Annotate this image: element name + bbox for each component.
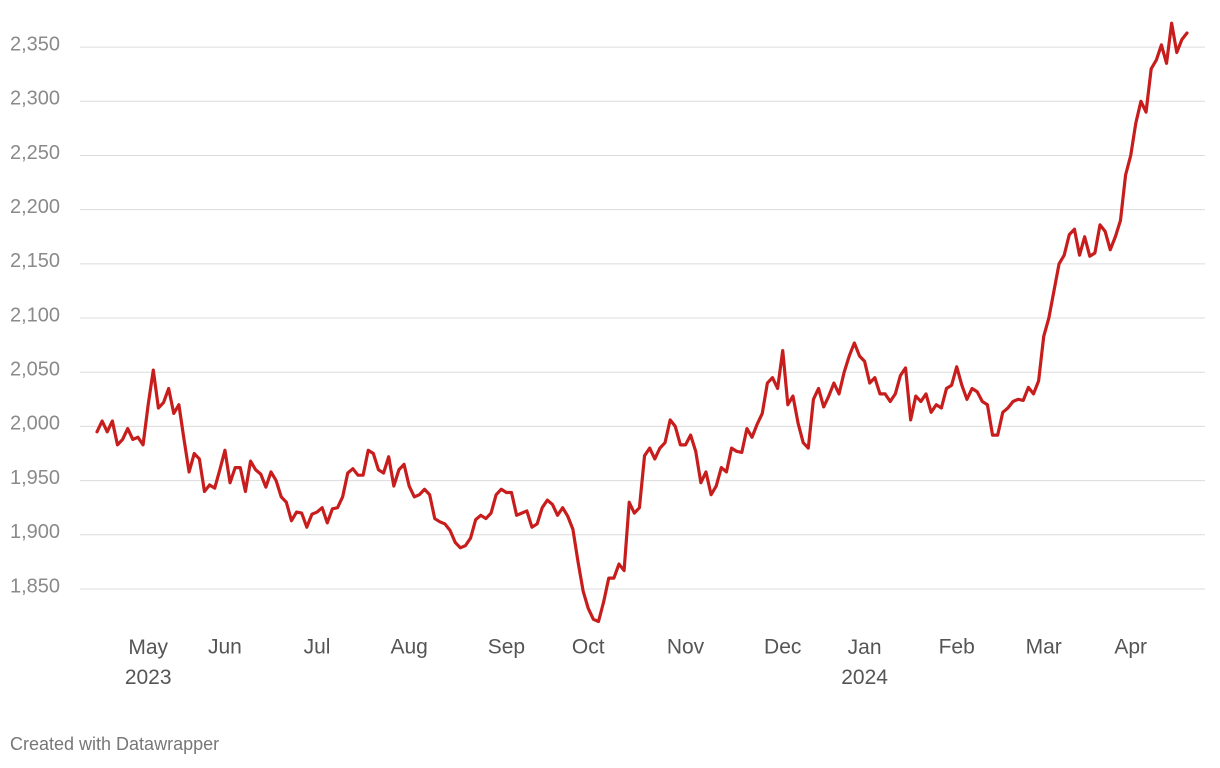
x-tick-label: Oct: [572, 636, 605, 659]
y-tick-label: 2,050: [10, 359, 60, 381]
y-tick-label: 1,950: [10, 467, 60, 489]
x-tick-label: Jul: [304, 636, 331, 659]
price-line: [95, 21, 1189, 624]
y-tick-label: 1,900: [10, 521, 60, 543]
x-tick-label: Sep: [488, 636, 525, 659]
y-tick-label: 2,300: [10, 88, 60, 110]
x-tick-label: Feb: [939, 636, 975, 659]
x-tick-label: Apr: [1114, 636, 1147, 659]
y-tick-label: 2,350: [10, 33, 60, 55]
x-tick-label: Jan 2024: [841, 636, 888, 689]
x-tick-label: May 2023: [125, 636, 172, 689]
x-tick-label: Aug: [390, 636, 427, 659]
x-tick-label: Dec: [764, 636, 801, 659]
x-tick-label: Jun: [208, 636, 242, 659]
y-tick-label: 2,250: [10, 142, 60, 164]
x-tick-label: Nov: [667, 636, 705, 659]
footer: Created with Datawrapper: [10, 734, 219, 754]
y-tick-label: 2,150: [10, 250, 60, 272]
x-tick-label: Mar: [1026, 636, 1062, 659]
y-tick-label: 2,200: [10, 196, 60, 218]
y-tick-label: 2,100: [10, 304, 60, 326]
y-tick-label: 2,000: [10, 413, 60, 435]
y-tick-label: 1,850: [10, 575, 60, 597]
